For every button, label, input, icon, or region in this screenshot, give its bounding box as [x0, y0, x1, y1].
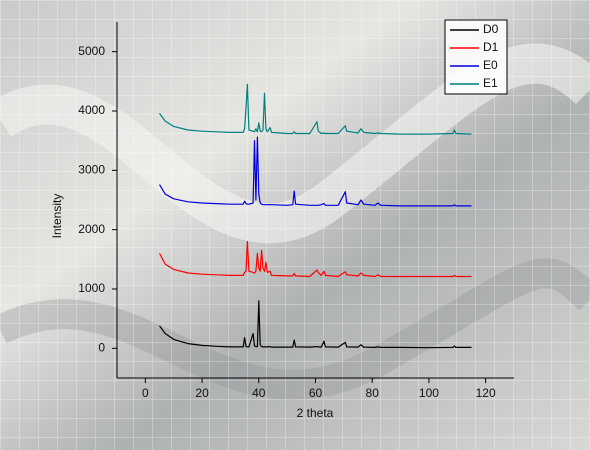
x-tick-label: 0 — [142, 386, 149, 400]
y-tick-label: 0 — [98, 341, 105, 355]
data-line — [159, 83, 472, 135]
legend-label: D1 — [483, 40, 499, 54]
x-axis-label: 2 theta — [297, 406, 334, 420]
x-tick-label: 100 — [419, 386, 439, 400]
y-axis-label: Intensity — [50, 194, 64, 239]
legend-label: E0 — [483, 58, 498, 72]
legend-label: D0 — [483, 22, 499, 36]
y-tick-label: 1000 — [78, 281, 105, 295]
y-tick-label: 4000 — [78, 103, 105, 117]
legend-label: E1 — [483, 76, 498, 90]
data-line — [158, 136, 472, 207]
data-line — [159, 300, 472, 349]
x-tick-label: 20 — [195, 386, 209, 400]
legend-box — [444, 19, 508, 95]
x-tick-label: 80 — [366, 386, 380, 400]
y-tick-label: 3000 — [78, 163, 105, 177]
x-tick-label: 60 — [309, 386, 323, 400]
plot-area: 0 1000 2000 3000 4000 5000 0 20 40 60 80 100 120 D0 D1… — [78, 19, 514, 400]
data-line — [158, 240, 472, 278]
y-tick-label: 5000 — [78, 44, 105, 58]
x-tick-label: 120 — [476, 386, 496, 400]
y-tick-label: 2000 — [78, 222, 105, 236]
x-tick-label: 40 — [252, 386, 266, 400]
